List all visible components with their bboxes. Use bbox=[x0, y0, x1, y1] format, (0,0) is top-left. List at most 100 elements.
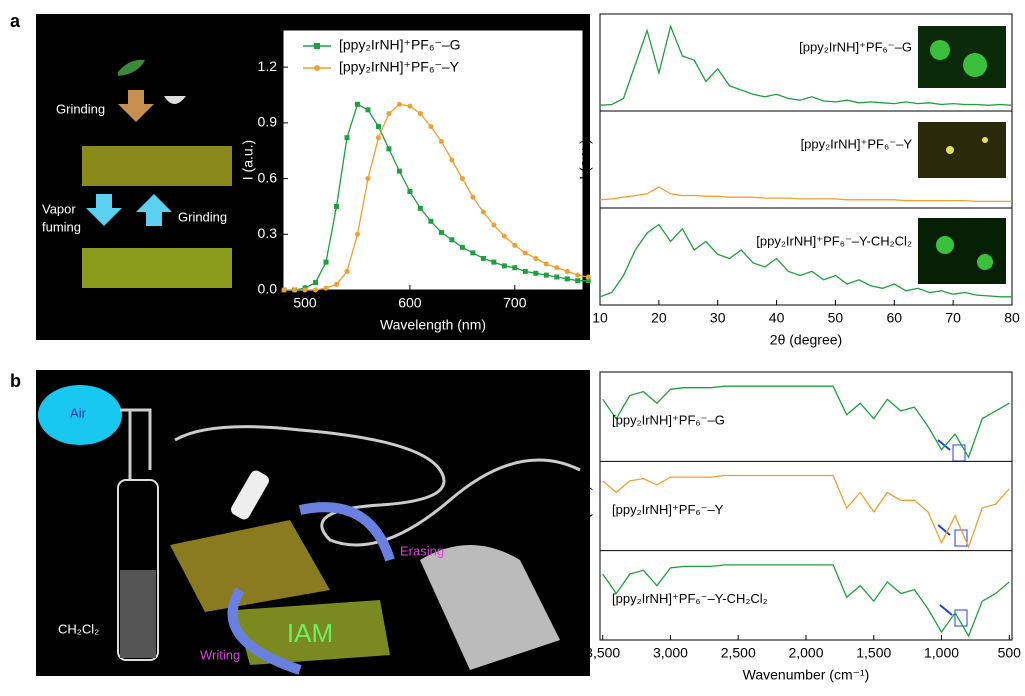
label-erasing: Erasing bbox=[400, 543, 444, 558]
hand bbox=[420, 545, 560, 670]
micrograph-spot bbox=[936, 236, 954, 254]
series-line bbox=[599, 186, 1012, 203]
x-tick-label: 600 bbox=[398, 295, 422, 311]
sheet bbox=[82, 146, 232, 186]
micrograph-spot bbox=[930, 40, 950, 60]
marker bbox=[491, 222, 497, 228]
panel-label: d bbox=[576, 369, 587, 389]
marker bbox=[438, 229, 444, 235]
y-tick-label: 0.3 bbox=[258, 225, 278, 241]
y-tick-label: 0.9 bbox=[258, 114, 278, 130]
x-axis-label: 2θ (degree) bbox=[770, 332, 842, 348]
marker bbox=[543, 261, 549, 267]
x-tick-label: 1,500 bbox=[856, 645, 891, 661]
label-fuming: fuming bbox=[42, 219, 81, 234]
arrow bbox=[937, 439, 953, 616]
x-axis-label: Wavelength (nm) bbox=[380, 317, 486, 333]
marker bbox=[323, 285, 329, 291]
sheet bbox=[82, 248, 232, 288]
micrograph-spot bbox=[963, 53, 987, 77]
plot-frame bbox=[599, 13, 1013, 306]
marker bbox=[459, 244, 465, 250]
marker bbox=[302, 287, 308, 293]
marker bbox=[313, 287, 319, 293]
x-tick-label: 50 bbox=[828, 310, 844, 326]
marker bbox=[396, 168, 402, 174]
y-axis-label: I (a.u.) bbox=[240, 140, 256, 180]
marker bbox=[344, 268, 350, 274]
series-line bbox=[602, 474, 1010, 549]
marker bbox=[323, 259, 329, 265]
arrow-down bbox=[86, 194, 122, 226]
x-tick-label: 10 bbox=[592, 310, 608, 326]
x-tick-label: 20 bbox=[651, 310, 667, 326]
marker bbox=[407, 189, 413, 195]
series-line bbox=[599, 223, 1012, 298]
marker bbox=[333, 281, 339, 287]
x-tick-label: 3,500 bbox=[585, 645, 620, 661]
label-vapor: Vapor bbox=[42, 201, 76, 216]
x-tick-label: 40 bbox=[769, 310, 785, 326]
y-tick-label: 1.2 bbox=[258, 58, 278, 74]
marker bbox=[512, 265, 518, 271]
series-label: [ppy₂IrNH]⁺PF₆⁻–Y-CH₂Cl₂ bbox=[612, 591, 768, 606]
air-pump bbox=[38, 385, 122, 445]
marker bbox=[575, 278, 581, 284]
bottle bbox=[117, 479, 159, 661]
marker bbox=[501, 263, 507, 269]
y-axis-label: I (a.u.) bbox=[577, 486, 593, 526]
marker bbox=[386, 146, 392, 152]
x-tick-label: 1,000 bbox=[924, 645, 959, 661]
series-label: [ppy₂IrNH]⁺PF₆⁻–Y-CH₂Cl₂ bbox=[756, 233, 912, 248]
marker bbox=[470, 194, 476, 200]
panel-label: a bbox=[10, 11, 21, 31]
highlight-box bbox=[954, 609, 968, 627]
panel-label: b bbox=[10, 371, 21, 391]
label-air: Air bbox=[70, 405, 87, 420]
x-tick-label: 500 bbox=[998, 645, 1022, 661]
x-tick-label: 30 bbox=[710, 310, 726, 326]
marker bbox=[313, 280, 319, 286]
cycle-arrow bbox=[298, 502, 395, 562]
plot-frame bbox=[282, 29, 584, 291]
marker bbox=[522, 268, 528, 274]
marker bbox=[543, 272, 549, 278]
leaf bbox=[118, 59, 145, 76]
marker bbox=[386, 111, 392, 117]
marker bbox=[428, 218, 434, 224]
micrograph-spot bbox=[982, 137, 988, 143]
legend-label: [ppy₂IrNH]⁺PF₆⁻–Y bbox=[339, 59, 460, 75]
marker bbox=[354, 231, 360, 237]
marker bbox=[449, 237, 455, 243]
label-solvent: CH₂Cl₂ bbox=[58, 621, 99, 636]
x-tick-label: 500 bbox=[293, 295, 317, 311]
series-line bbox=[602, 385, 1010, 459]
eraser bbox=[231, 470, 269, 520]
plot-area bbox=[283, 30, 583, 290]
x-tick-label: 3,000 bbox=[653, 645, 688, 661]
series-line bbox=[599, 24, 1013, 106]
series-line bbox=[602, 564, 1010, 638]
marker bbox=[333, 203, 339, 209]
marker bbox=[480, 255, 486, 261]
marker bbox=[438, 138, 444, 144]
marker bbox=[375, 124, 381, 130]
marker bbox=[501, 233, 507, 239]
solvent-liquid bbox=[120, 570, 156, 658]
series-label: [ppy₂IrNH]⁺PF₆⁻–G bbox=[799, 39, 912, 54]
marker bbox=[344, 135, 350, 141]
marker bbox=[354, 101, 360, 107]
marker bbox=[585, 274, 591, 280]
x-tick-label: 2,500 bbox=[721, 645, 756, 661]
marker bbox=[585, 278, 591, 284]
marker bbox=[428, 124, 434, 130]
y-axis-label: I (a.u.) bbox=[577, 139, 593, 179]
marker bbox=[449, 157, 455, 163]
micrograph bbox=[918, 122, 1006, 178]
mortar bbox=[164, 96, 186, 104]
micrograph bbox=[918, 26, 1006, 88]
marker bbox=[417, 111, 423, 117]
marker bbox=[365, 176, 371, 182]
label-grinding: Grinding bbox=[178, 209, 227, 224]
marker bbox=[564, 276, 570, 282]
